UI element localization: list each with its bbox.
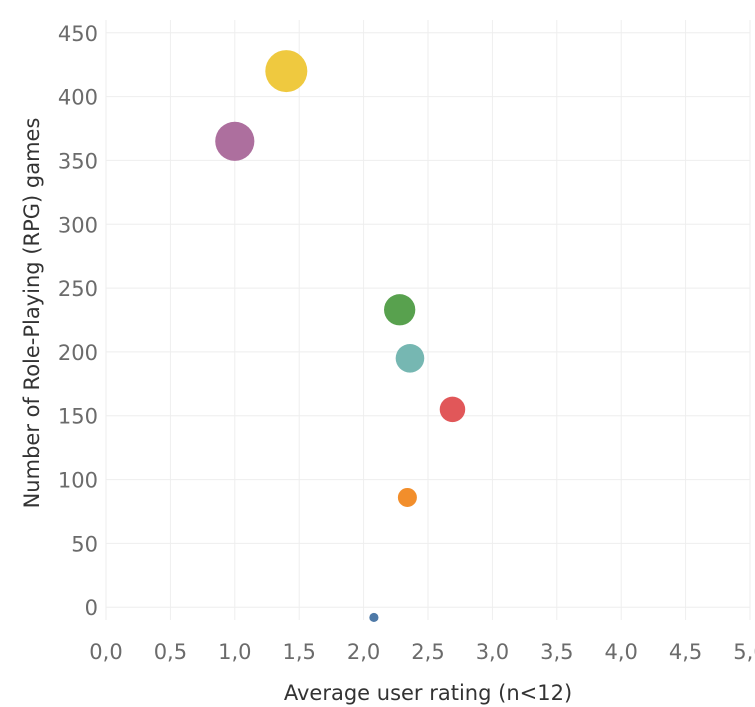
y-tick-label: 0: [85, 596, 98, 620]
y-tick-label: 300: [58, 213, 98, 237]
y-tick-label: 150: [58, 405, 98, 429]
y-tick-label: 100: [58, 469, 98, 493]
y-tick-label: 200: [58, 341, 98, 365]
x-tick-label: 4,5: [669, 640, 702, 664]
x-tick-label: 2,5: [411, 640, 444, 664]
x-tick-label: 3,0: [476, 640, 509, 664]
data-point: [265, 50, 308, 93]
data-point: [215, 121, 255, 161]
y-tick-label: 450: [58, 22, 98, 46]
data-point: [369, 612, 379, 623]
gridlines: [105, 20, 751, 620]
y-tick-label: 350: [58, 149, 98, 173]
data-point: [439, 396, 466, 423]
y-tick-label: 50: [71, 532, 98, 556]
y-axis-title: Number of Role-Playing (RPG) games: [20, 118, 44, 509]
x-tick-label: 1,0: [218, 640, 251, 664]
x-axis-title: Average user rating (n<12): [284, 681, 572, 705]
y-tick-label: 250: [58, 277, 98, 301]
data-points: [215, 50, 466, 623]
data-point: [395, 343, 425, 373]
x-tick-label: 5,0: [733, 640, 755, 664]
y-axis-ticks: 0 50 100 150 200 250 300 350 400 450: [58, 22, 98, 620]
x-tick-label: 0,0: [89, 640, 122, 664]
data-point: [397, 487, 417, 507]
x-tick-label: 4,0: [604, 640, 637, 664]
data-point: [384, 294, 416, 326]
x-tick-label: 1,5: [282, 640, 315, 664]
x-tick-label: 0,5: [154, 640, 187, 664]
x-tick-label: 3,5: [540, 640, 573, 664]
x-tick-label: 2,0: [347, 640, 380, 664]
y-tick-label: 400: [58, 86, 98, 110]
x-axis-ticks: 0,0 0,5 1,0 1,5 2,0 2,5 3,0 3,5 4,0 4,5 5,0: [89, 640, 755, 664]
